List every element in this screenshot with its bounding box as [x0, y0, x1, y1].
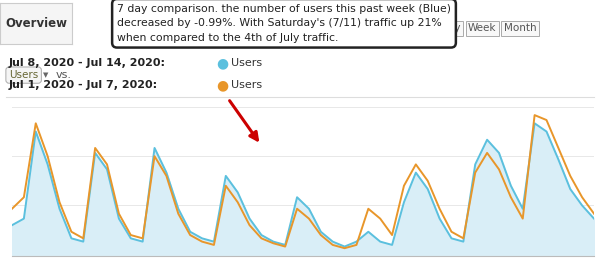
Text: ●: ● — [216, 56, 228, 70]
Text: ▼: ▼ — [43, 72, 49, 78]
Text: Jul 8, 2020 - Jul 14, 2020:: Jul 8, 2020 - Jul 14, 2020: — [9, 59, 166, 68]
Text: Jul 1, 2020 - Jul 7, 2020:: Jul 1, 2020 - Jul 7, 2020: — [9, 81, 158, 90]
Text: Day: Day — [440, 24, 461, 33]
Text: 7 day comparison. the number of users this past week (Blue)
decreased by -0.99%.: 7 day comparison. the number of users th… — [117, 4, 451, 43]
FancyArrowPatch shape — [230, 101, 257, 140]
Text: Month: Month — [504, 24, 536, 33]
Text: Users: Users — [9, 70, 38, 80]
Text: Overview: Overview — [5, 17, 67, 30]
Text: vs.: vs. — [55, 70, 71, 80]
Text: Users: Users — [231, 81, 262, 90]
Text: Hourly: Hourly — [395, 24, 434, 33]
Text: Users: Users — [231, 59, 262, 68]
Text: Week: Week — [468, 24, 497, 33]
Text: ●: ● — [216, 78, 228, 92]
